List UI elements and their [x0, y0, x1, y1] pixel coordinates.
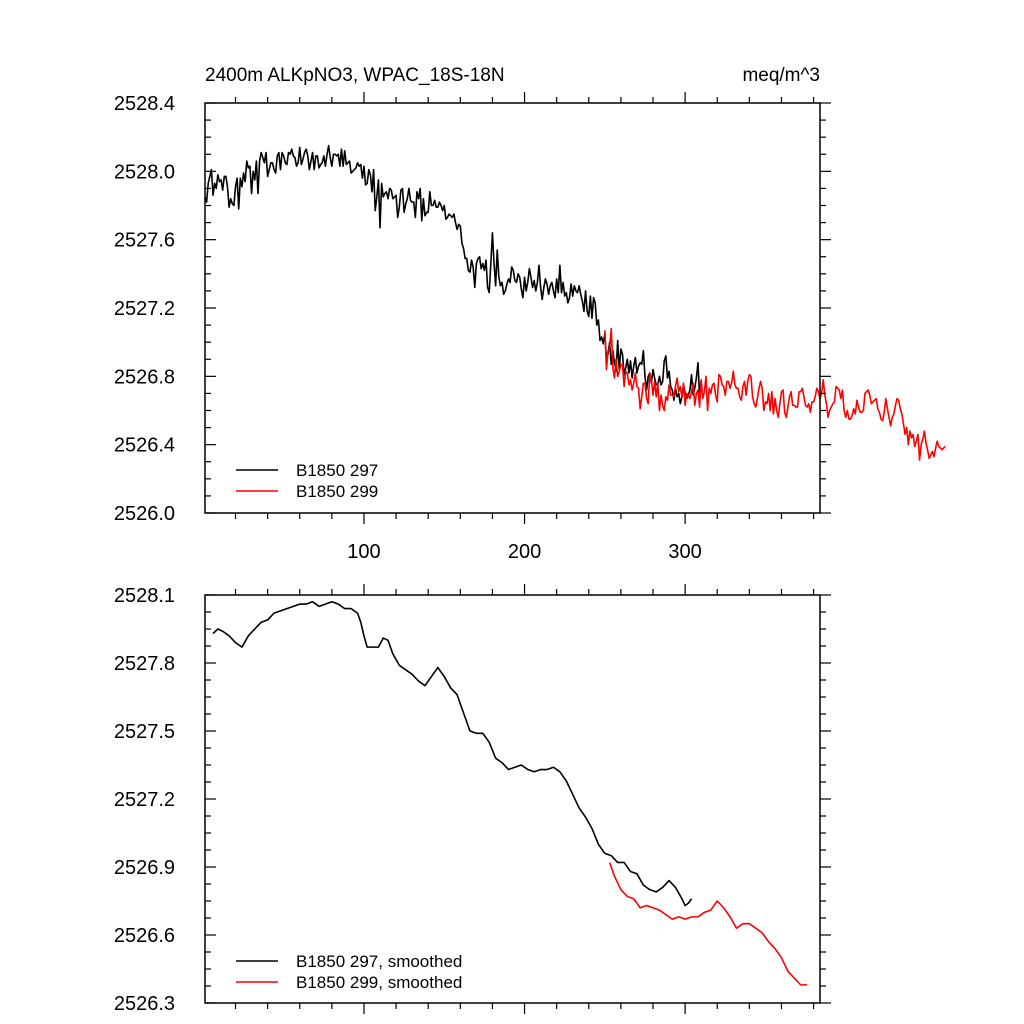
- bottom-plot-frame: [204, 594, 821, 1004]
- bottom-panel: 2526.3 2526.6 2526.9 2527.2 2527.5 2527.8 2528…: [114, 584, 831, 1015]
- top-y-tick-label: 2527.2: [114, 298, 175, 320]
- legend-label-b1850-297: B1850 297: [296, 461, 378, 480]
- bottom-y-tick-label: 2528.1: [114, 585, 175, 607]
- bottom-y-tick-label: 2527.2: [114, 789, 175, 811]
- top-series-line-2: [604, 327, 946, 461]
- bottom-ticks-group: 2526.3 2526.6 2526.9 2527.2 2527.5 2527.8 2528…: [114, 584, 831, 1015]
- bottom-series-group: [212, 600, 808, 986]
- top-y-tick-label: 2526.0: [114, 503, 175, 525]
- top-x-tick-label: 200: [508, 541, 541, 563]
- top-y-tick-label: 2527.6: [114, 230, 175, 252]
- top-y-tick-label: 2528.4: [114, 93, 175, 115]
- top-y-tick-label: 2526.8: [114, 366, 175, 388]
- bottom-y-tick-label: 2526.6: [114, 925, 175, 947]
- top-y-tick-label: 2528.0: [114, 161, 175, 183]
- units-label: meq/m^3: [742, 65, 820, 86]
- top-x-tick-label: 300: [668, 541, 701, 563]
- top-y-tick-label: 2526.4: [114, 435, 175, 457]
- bottom-y-tick-label: 2526.3: [114, 993, 175, 1015]
- top-series-line-1: [204, 144, 702, 405]
- chart-title: 2400m ALKpNO3, WPAC_18S-18N: [205, 65, 505, 86]
- bottom-y-tick-label: 2527.5: [114, 721, 175, 743]
- bottom-series-line-2: [608, 862, 808, 986]
- top-ticks-group: 2526.0 2526.4 2526.8 2527.2 2527.6 2528.0 2528…: [114, 92, 831, 563]
- legend-label-b1850-299: B1850 299: [296, 482, 378, 501]
- bottom-y-tick-label: 2526.9: [114, 857, 175, 879]
- legend-label-b1850-297-smoothed: B1850 297, smoothed: [296, 952, 462, 971]
- top-plot-frame: [204, 102, 821, 514]
- top-panel: 2400m ALKpNO3, WPAC_18S-18N meq/m^3 2526…: [114, 65, 946, 563]
- bottom-y-tick-label: 2527.8: [114, 653, 175, 675]
- bottom-series-line-1: [212, 600, 693, 907]
- top-legend: B1850 297 B1850 299: [236, 461, 378, 501]
- bottom-legend: B1850 297, smoothed B1850 299, smoothed: [236, 952, 462, 992]
- top-x-tick-label: 100: [347, 541, 380, 563]
- legend-label-b1850-299-smoothed: B1850 299, smoothed: [296, 973, 462, 992]
- top-series-group: [204, 144, 946, 461]
